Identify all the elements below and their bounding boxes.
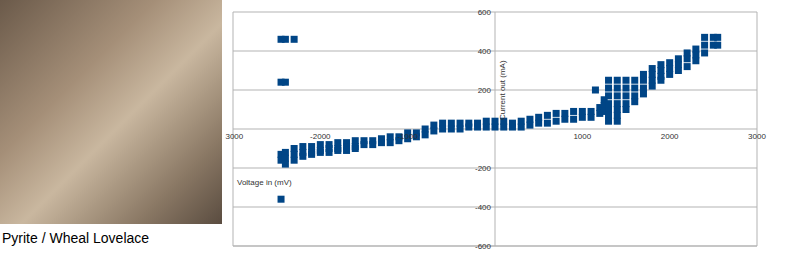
svg-text:400: 400 — [478, 47, 492, 56]
svg-text:-200: -200 — [475, 164, 492, 173]
svg-text:200: 200 — [478, 86, 492, 95]
svg-text:3000: 3000 — [748, 132, 766, 141]
svg-text:-1000: -1000 — [397, 132, 418, 141]
html-text:Current out (mA): Current out (mA) — [498, 60, 507, 120]
svg-text:-2000: -2000 — [310, 132, 331, 141]
svg-text:1000: 1000 — [573, 132, 591, 141]
html-text:Voltage in (mV): Voltage in (mV) — [237, 178, 292, 187]
svg-text:-600: -600 — [475, 242, 492, 251]
svg-text:600: 600 — [478, 8, 492, 17]
svg-text:-400: -400 — [475, 203, 492, 212]
html-text:Pyrite / Wheal Lovelace: Pyrite / Wheal Lovelace — [2, 230, 150, 246]
svg-text:-3000: -3000 — [225, 132, 244, 141]
svg-text:2000: 2000 — [661, 132, 679, 141]
